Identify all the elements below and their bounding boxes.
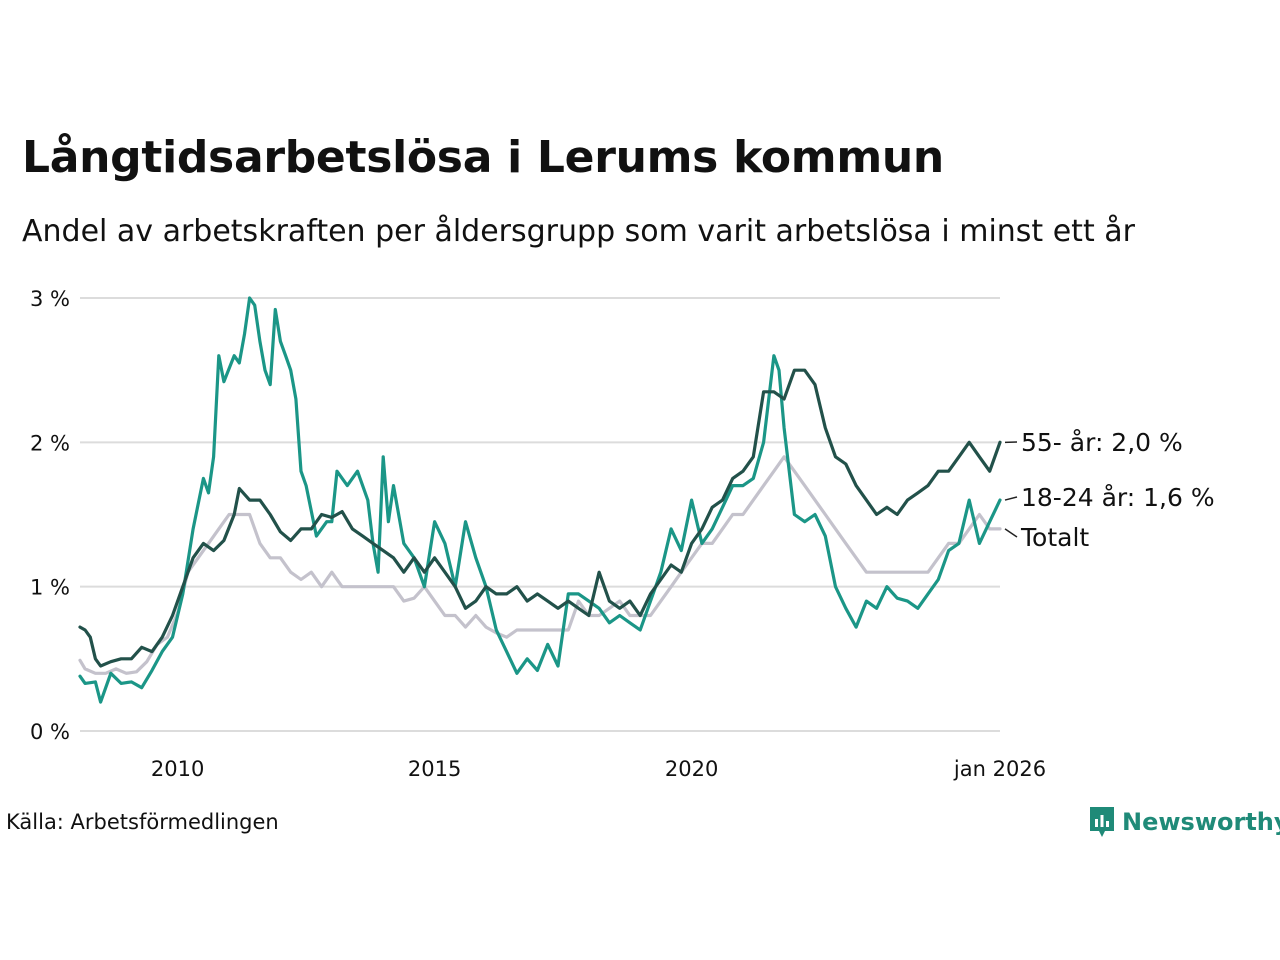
series-lines <box>78 296 1002 704</box>
y-tick-label: 3 % <box>30 287 70 311</box>
series-end-label-0: Totalt <box>1020 523 1089 552</box>
y-tick-label: 0 % <box>30 720 70 744</box>
series-line-0 <box>78 455 1002 675</box>
x-tick-label: 2010 <box>151 757 204 781</box>
newsworthy-logo-icon <box>1090 807 1114 837</box>
x-tick-label: 2020 <box>665 757 718 781</box>
chart-title: Långtidsarbetslösa i Lerums kommun <box>22 132 944 183</box>
y-tick-label: 2 % <box>30 431 70 455</box>
label-leader-1 <box>1004 496 1018 501</box>
source-note: Källa: Arbetsförmedlingen <box>6 810 279 834</box>
series-line-1 <box>78 296 1002 704</box>
brand-logo[interactable]: Newsworthy <box>1088 804 1280 840</box>
x-tick-label: jan 2026 <box>953 757 1046 781</box>
chart-subtitle: Andel av arbetskraften per åldersgrupp s… <box>22 214 1135 249</box>
y-tick-label: 1 % <box>30 576 70 600</box>
brand-name: Newsworthy <box>1122 808 1280 836</box>
x-axis-ticks: 2010 2015 2020 jan 2026 <box>151 757 1046 781</box>
label-leader-0 <box>1004 528 1018 538</box>
series-end-label-1: 18-24 år: 1,6 % <box>1021 483 1215 512</box>
series-line-2 <box>78 368 1002 668</box>
x-tick-label: 2015 <box>408 757 461 781</box>
series-end-label-2: 55- år: 2,0 % <box>1021 428 1183 457</box>
end-labels: Totalt 18-24 år: 1,6 % 55- år: 2,0 % <box>1004 428 1215 552</box>
y-axis-ticks: 0 % 1 % 2 % 3 % <box>30 287 70 744</box>
grid-lines <box>80 297 1000 732</box>
